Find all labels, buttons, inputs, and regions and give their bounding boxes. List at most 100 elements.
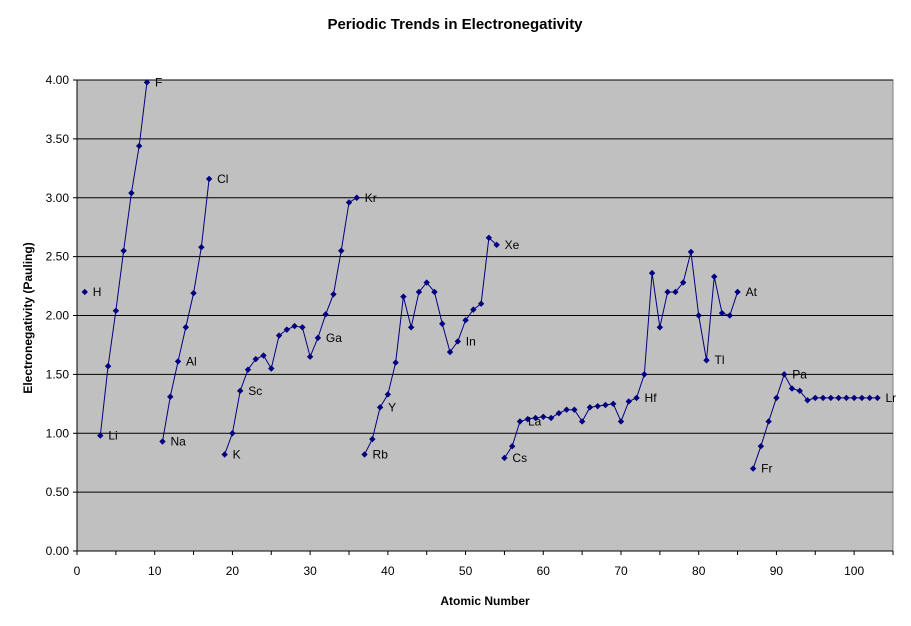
data-point	[268, 365, 275, 372]
data-point	[260, 352, 267, 359]
point-annotation: K	[233, 447, 241, 461]
x-tick-label: 20	[226, 564, 240, 578]
y-tick-label: 1.00	[46, 426, 70, 440]
point-annotation: Fr	[761, 462, 772, 476]
data-point	[322, 311, 329, 318]
point-annotation: Sc	[248, 384, 262, 398]
data-point	[711, 273, 718, 280]
data-point	[594, 402, 601, 410]
data-point	[726, 312, 733, 319]
x-tick-label: 100	[844, 564, 864, 578]
data-point	[547, 414, 555, 422]
data-point	[306, 353, 314, 360]
data-point	[283, 326, 291, 333]
data-point	[128, 189, 135, 197]
data-point	[796, 387, 803, 395]
point-annotation: Y	[388, 400, 396, 414]
point-annotation: Rb	[373, 447, 389, 461]
data-point	[749, 465, 757, 472]
data-point	[695, 312, 702, 319]
x-tick-label: 70	[614, 564, 628, 578]
data-point	[190, 289, 197, 297]
data-point	[135, 142, 143, 150]
data-point	[221, 451, 228, 458]
data-point	[112, 307, 120, 314]
data-point	[835, 394, 842, 402]
y-axis-label: Electronegativity (Pauling)	[21, 242, 35, 393]
data-point	[376, 404, 384, 411]
data-point	[462, 317, 469, 324]
data-point	[687, 248, 695, 256]
point-annotation: Kr	[365, 191, 377, 205]
data-point	[182, 324, 189, 331]
data-point	[524, 415, 531, 423]
data-point	[205, 175, 213, 183]
point-annotation: La	[528, 414, 542, 428]
data-point	[781, 371, 788, 378]
x-tick-label: 10	[148, 564, 162, 578]
y-tick-label: 3.50	[46, 132, 70, 146]
point-annotation: Al	[186, 354, 197, 368]
x-tick-label: 50	[459, 564, 473, 578]
y-tick-label: 4.00	[46, 73, 70, 87]
series-layer	[81, 79, 881, 472]
data-point	[252, 355, 259, 363]
y-axis: 0.00 0.50 1.00 1.50 2.00 2.50 3.00 3.50 4.00	[46, 73, 78, 558]
gridlines	[77, 79, 893, 493]
point-annotation: At	[746, 285, 758, 299]
x-tick-label: 40	[381, 564, 395, 578]
data-point	[812, 394, 819, 402]
point-annotation: Ga	[326, 331, 342, 345]
data-point	[625, 398, 632, 405]
point-annotation: F	[155, 75, 162, 89]
x-tick-label: 80	[692, 564, 706, 578]
data-point	[501, 454, 508, 462]
data-point	[229, 430, 236, 437]
data-point	[97, 432, 104, 439]
data-point	[672, 288, 679, 296]
data-point	[384, 391, 392, 398]
data-point	[485, 234, 493, 241]
data-point	[773, 394, 780, 402]
data-point	[804, 397, 811, 404]
data-point	[237, 387, 244, 395]
x-tick-label: 90	[770, 564, 784, 578]
data-point	[174, 358, 182, 365]
data-point	[470, 306, 477, 313]
chart-title: Periodic Trends in Electronegativity	[327, 16, 583, 33]
data-point	[571, 406, 578, 413]
data-point	[664, 288, 671, 296]
x-axis-label: Atomic Number	[440, 594, 530, 608]
data-point	[563, 406, 570, 413]
data-point	[633, 394, 640, 402]
point-annotation: Lr	[885, 391, 896, 405]
y-tick-label: 3.00	[46, 191, 70, 205]
y-tick-label: 2.50	[46, 250, 70, 264]
data-point	[819, 394, 827, 402]
data-point	[641, 371, 648, 378]
data-point	[439, 320, 446, 327]
data-point	[858, 394, 866, 402]
data-point	[454, 338, 461, 345]
x-axis: 0 10 20 30 40 50 60 70 80 90 100	[74, 550, 894, 578]
data-point	[493, 241, 500, 249]
data-point	[788, 385, 796, 392]
data-point	[423, 279, 430, 286]
data-point	[578, 418, 586, 425]
data-point	[143, 79, 151, 86]
data-point	[314, 334, 322, 342]
data-point	[586, 404, 594, 411]
data-point	[369, 435, 376, 443]
data-point	[602, 401, 609, 409]
x-tick-label: 60	[537, 564, 551, 578]
data-point	[446, 348, 454, 356]
point-annotation: Na	[170, 434, 186, 448]
data-point	[275, 332, 283, 339]
y-tick-label: 0.00	[46, 544, 70, 558]
data-point	[198, 244, 205, 251]
data-point	[407, 324, 415, 331]
data-point	[361, 451, 368, 458]
data-point	[610, 400, 617, 408]
data-point	[299, 324, 306, 331]
